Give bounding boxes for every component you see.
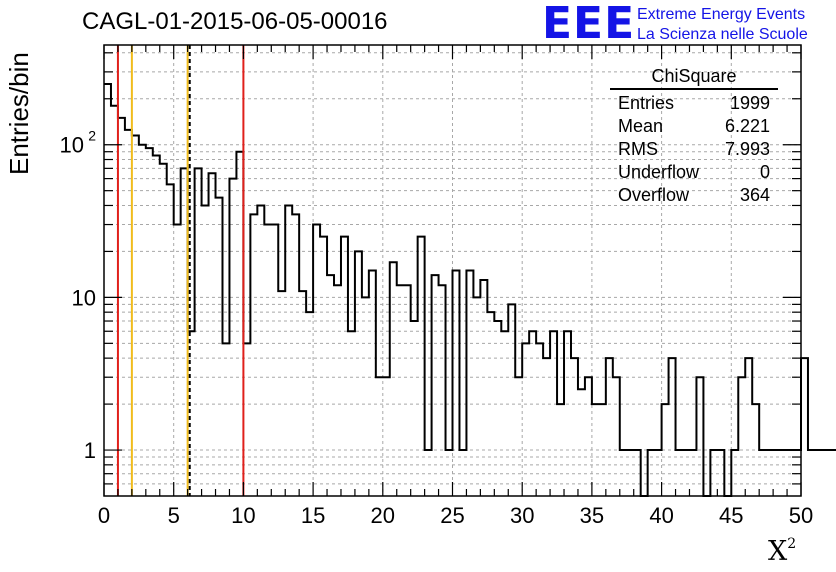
stats-label: Overflow	[618, 185, 690, 205]
x-tick-label: 15	[301, 503, 325, 528]
y-tick-label: 10	[60, 133, 84, 158]
x-axis-label: X2	[768, 536, 796, 567]
logo-line-1: Extreme Energy Events	[637, 6, 806, 23]
stats-row-overflow: Overflow 364	[610, 184, 778, 207]
x-tick-label: 5	[168, 503, 180, 528]
x-tick-label: 30	[510, 503, 534, 528]
stats-value: 364	[739, 185, 770, 205]
stats-row-rms: RMS 7.993	[610, 138, 778, 161]
stats-label: RMS	[618, 139, 658, 159]
stats-label: Entries	[618, 93, 675, 113]
stats-value: 0	[759, 162, 770, 182]
stats-box: ChiSquare Entries 1999 Mean 6.221 RMS 7.…	[610, 66, 778, 207]
stats-value: 6.221	[724, 116, 770, 136]
x-tick-label: 50	[789, 503, 813, 528]
x-tick-label: 10	[231, 503, 255, 528]
stats-row-underflow: Underflow 0	[610, 161, 778, 184]
x-tick-label: 0	[98, 503, 110, 528]
y-tick-label: 1	[84, 438, 96, 463]
stats-label: Mean	[618, 116, 664, 136]
x-tick-label: 25	[440, 503, 464, 528]
x-tick-label: 40	[649, 503, 673, 528]
y-tick-label: 10	[72, 285, 96, 310]
chart-title: CAGL-01-2015-06-05-00016	[82, 8, 388, 35]
logo-line-2: La Scienza nelle Scuole	[637, 26, 808, 43]
stats-value: 1999	[729, 93, 770, 113]
stats-value: 7.993	[724, 139, 770, 159]
stats-row-entries: Entries 1999	[610, 92, 778, 115]
x-tick-label: 45	[719, 503, 743, 528]
eee-logo-mark: EEE	[542, 0, 636, 49]
x-axis-label-base: X	[768, 536, 788, 567]
stats-title: ChiSquare	[610, 66, 778, 90]
stats-row-mean: Mean 6.221	[610, 115, 778, 138]
x-tick-label: 20	[371, 503, 395, 528]
x-axis-label-superscript: 2	[787, 536, 797, 552]
x-tick-label: 35	[580, 503, 604, 528]
y-tick-label-exponent: 2	[88, 128, 96, 144]
stats-label: Underflow	[618, 162, 700, 182]
y-axis-label: Entries/bin	[4, 52, 34, 175]
